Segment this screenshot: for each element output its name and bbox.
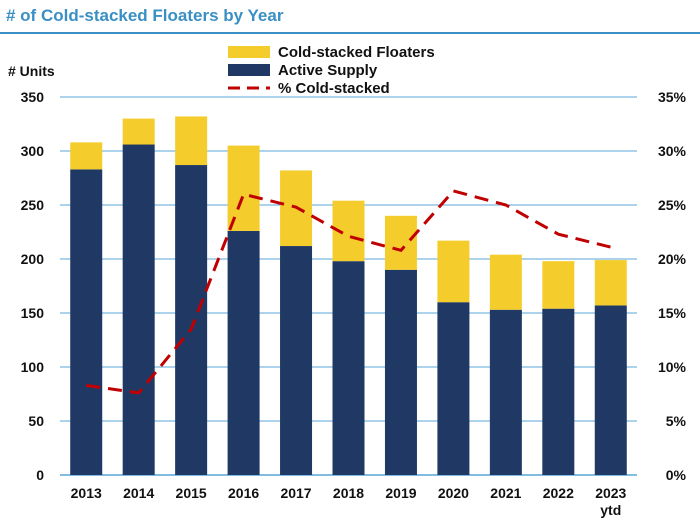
y2-tick-label: 25% bbox=[658, 197, 687, 213]
x-tick-label: 2013 bbox=[71, 485, 102, 501]
bar-active-supply bbox=[332, 261, 365, 475]
y-tick-label: 0 bbox=[36, 467, 44, 483]
y2-tick-label: 0% bbox=[666, 467, 687, 483]
y2-tick-label: 20% bbox=[658, 251, 687, 267]
bar-active-supply bbox=[70, 169, 103, 476]
x-tick-label: 2023 bbox=[595, 485, 626, 501]
x-tick-label: 2019 bbox=[385, 485, 416, 501]
legend-label: Active Supply bbox=[278, 62, 378, 79]
title-rule bbox=[0, 32, 700, 34]
bar-active-supply bbox=[437, 302, 470, 475]
bar-active-supply bbox=[175, 165, 208, 476]
y-axis-label: # Units bbox=[8, 63, 55, 79]
x-tick-label: 2018 bbox=[333, 485, 364, 501]
bar-cold-stacked bbox=[227, 145, 260, 231]
y2-tick-label: 5% bbox=[666, 413, 687, 429]
bar-cold-stacked bbox=[175, 116, 208, 166]
bar-cold-stacked bbox=[542, 261, 575, 309]
y-tick-label: 150 bbox=[21, 305, 45, 321]
y-tick-label: 350 bbox=[21, 89, 45, 105]
y2-tick-label: 30% bbox=[658, 143, 687, 159]
bar-active-supply bbox=[280, 246, 313, 475]
y2-tick-label: 35% bbox=[658, 89, 687, 105]
legend-swatch bbox=[228, 64, 270, 76]
bar-cold-stacked bbox=[70, 142, 103, 170]
bar-active-supply bbox=[489, 309, 522, 475]
x-tick-label: 2015 bbox=[176, 485, 207, 501]
bar-cold-stacked bbox=[437, 240, 470, 303]
bar-active-supply bbox=[227, 230, 260, 475]
y2-tick-label: 10% bbox=[658, 359, 687, 375]
bar-cold-stacked bbox=[594, 260, 627, 306]
bar-active-supply bbox=[542, 308, 575, 475]
y-tick-label: 200 bbox=[21, 251, 45, 267]
x-tick-label: 2020 bbox=[438, 485, 469, 501]
bar-active-supply bbox=[122, 144, 155, 475]
x-tick-label: 2022 bbox=[543, 485, 574, 501]
chart-title: # of Cold-stacked Floaters by Year bbox=[6, 6, 284, 25]
bar-cold-stacked bbox=[489, 254, 522, 310]
x-tick-label: 2014 bbox=[123, 485, 154, 501]
x-tick-label: 2021 bbox=[490, 485, 521, 501]
bar-cold-stacked bbox=[122, 118, 155, 145]
y-tick-label: 250 bbox=[21, 197, 45, 213]
bar-cold-stacked bbox=[384, 215, 417, 270]
line-pct-cold-stacked bbox=[86, 189, 612, 395]
legend-swatch bbox=[228, 46, 270, 58]
legend-label: Cold-stacked Floaters bbox=[278, 44, 435, 61]
y-tick-label: 100 bbox=[21, 359, 45, 375]
x-tick-label: ytd bbox=[600, 502, 621, 518]
x-tick-label: 2017 bbox=[280, 485, 311, 501]
bar-active-supply bbox=[594, 305, 627, 475]
legend-label: % Cold-stacked bbox=[278, 80, 390, 97]
y-tick-label: 300 bbox=[21, 143, 45, 159]
y-tick-label: 50 bbox=[28, 413, 44, 429]
y2-tick-label: 15% bbox=[658, 305, 687, 321]
bar-active-supply bbox=[384, 269, 417, 475]
x-tick-label: 2016 bbox=[228, 485, 259, 501]
